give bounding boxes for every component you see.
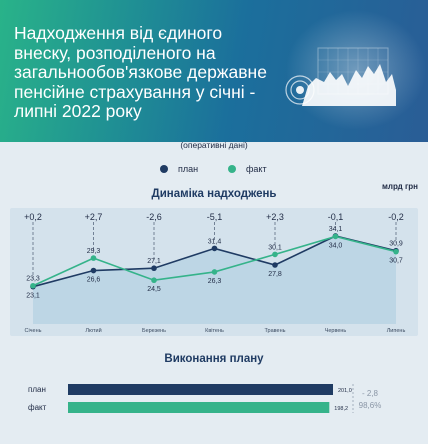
bar-fact bbox=[68, 402, 330, 413]
plan-value-label: 27,1 bbox=[147, 258, 161, 265]
difference-label: - 2,8 bbox=[362, 389, 379, 398]
fact-point bbox=[90, 255, 97, 261]
plan-point bbox=[211, 245, 218, 252]
unit-label: млрд грн bbox=[381, 182, 418, 191]
fact-point bbox=[393, 248, 399, 255]
plan-point bbox=[90, 267, 97, 274]
fact-point bbox=[30, 282, 36, 289]
deviation-label: +2,3 bbox=[266, 212, 284, 222]
legend-label-plan: план bbox=[178, 164, 199, 174]
fact-value-label: 26,3 bbox=[208, 278, 222, 285]
operational-data-note: (оперативні дані) bbox=[180, 140, 248, 150]
bar-value-label: 201,0 bbox=[338, 388, 352, 394]
x-tick-label: Червень bbox=[325, 328, 347, 334]
plan-point bbox=[272, 262, 278, 268]
bar-plan bbox=[68, 384, 333, 395]
x-tick-label: Травень bbox=[265, 328, 286, 334]
deviation-label: -0,2 bbox=[388, 212, 404, 222]
fact-value-label: 23,3 bbox=[26, 276, 40, 283]
fact-value-label: 30,1 bbox=[268, 244, 282, 251]
dynamics-line-chart: +0,2 +2,7 -2,6 -5,1 +2,3 -0,1 -0,2 23,1 23,3 26,6… bbox=[10, 208, 418, 336]
deviation-label: +2,7 bbox=[85, 212, 103, 222]
x-tick-label: Лютий bbox=[85, 327, 101, 334]
plan-value-label: 30,9 bbox=[389, 241, 403, 248]
plan-area bbox=[33, 235, 396, 324]
plan-value-label: 31,4 bbox=[208, 238, 222, 245]
fact-value-label: 29,3 bbox=[87, 248, 101, 255]
plan-value-label: 34,1 bbox=[329, 226, 343, 233]
dynamics-title: Динаміка надходжень bbox=[151, 188, 277, 200]
percent-label: 98,6% bbox=[359, 401, 382, 410]
x-tick-label: Січень bbox=[24, 328, 41, 334]
header-banner: Надходження від єдиного внеску, розподіл… bbox=[0, 0, 428, 142]
plan-point bbox=[151, 265, 157, 272]
bar-value-label: 198,2 bbox=[334, 406, 348, 412]
deviation-label: -5,1 bbox=[207, 212, 223, 222]
legend-item-plan: план bbox=[160, 164, 198, 174]
fact-value-label: 24,5 bbox=[147, 286, 161, 293]
bar-category-label: факт bbox=[28, 403, 47, 412]
fact-point bbox=[272, 251, 278, 258]
deviation-label: -2,6 bbox=[146, 212, 162, 222]
x-tick-label: Березень bbox=[142, 328, 166, 334]
deviation-label: +0,2 bbox=[24, 212, 42, 222]
fact-point bbox=[211, 269, 218, 275]
bar-category-label: план bbox=[28, 385, 46, 394]
execution-title: Виконання плану bbox=[164, 353, 264, 365]
fact-value-label: 34,0 bbox=[329, 242, 343, 249]
legend-item-fact: факт bbox=[228, 164, 267, 174]
page-title: Надходження від єдиного внеску, розподіл… bbox=[14, 23, 267, 121]
chart-illustration-icon bbox=[285, 10, 426, 130]
fact-value-label: 30,7 bbox=[389, 258, 403, 265]
plan-value-label: 23,1 bbox=[26, 293, 40, 300]
legend-swatch-plan bbox=[160, 165, 168, 173]
fact-point bbox=[151, 277, 157, 284]
plan-value-label: 27,8 bbox=[268, 271, 282, 278]
x-tick-label: Липень bbox=[387, 328, 406, 334]
x-tick-label: Квітень bbox=[205, 328, 224, 334]
plan-value-label: 26,6 bbox=[87, 277, 101, 284]
legend-label-fact: факт bbox=[246, 164, 267, 174]
deviation-label: -0,1 bbox=[328, 212, 344, 222]
fact-point bbox=[332, 233, 339, 240]
chart-legend: план факт bbox=[0, 164, 428, 178]
legend-swatch-fact bbox=[228, 165, 236, 173]
execution-bar-chart: план 201,0 факт 198,2 - 2,8 98,6% bbox=[28, 384, 382, 413]
